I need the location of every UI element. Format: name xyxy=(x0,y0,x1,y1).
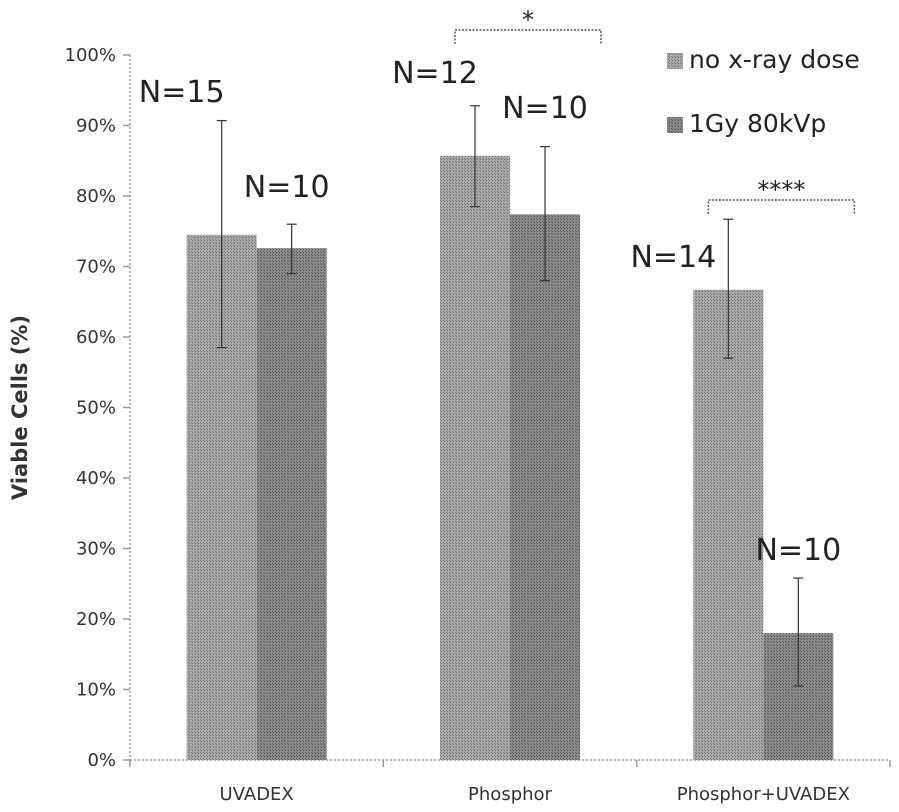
n-label: N=10 xyxy=(502,91,588,126)
bar-1gy-0 xyxy=(256,248,327,761)
n-label: N=15 xyxy=(139,75,225,110)
y-tick-label: 100% xyxy=(65,45,116,66)
x-category-label: Phosphor xyxy=(468,784,553,805)
n-label: N=12 xyxy=(392,56,478,91)
significance-label: * xyxy=(522,6,534,34)
y-tick-label: 60% xyxy=(76,327,116,348)
bar-no-xray-1 xyxy=(440,155,510,760)
x-category-label: UVADEX xyxy=(220,784,294,805)
n-label: N=14 xyxy=(630,240,716,275)
bar-no-xray-2 xyxy=(693,289,764,760)
y-tick-label: 40% xyxy=(76,468,116,489)
n-label: N=10 xyxy=(755,533,841,568)
significance-bracket xyxy=(454,29,602,44)
y-tick-label: 70% xyxy=(76,257,116,278)
y-tick-label: 50% xyxy=(76,398,116,419)
legend-label: 1Gy 80kVp xyxy=(689,109,826,138)
y-tick-label: 10% xyxy=(76,680,116,701)
y-tick-label: 80% xyxy=(76,186,116,207)
x-category-label: Phosphor+UVADEX xyxy=(677,784,850,805)
y-tick-label: 30% xyxy=(76,539,116,560)
legend-swatch xyxy=(667,117,683,133)
y-tick-label: 90% xyxy=(76,116,116,137)
y-tick-label: 0% xyxy=(87,750,116,771)
n-label: N=10 xyxy=(244,170,330,205)
significance-bracket xyxy=(707,199,856,214)
y-tick-label: 20% xyxy=(76,609,116,630)
bar-1gy-1 xyxy=(510,214,580,760)
legend-swatch xyxy=(667,53,683,69)
y-axis-label: Viable Cells (%) xyxy=(8,315,32,500)
significance-label: **** xyxy=(757,176,805,204)
legend-label: no x-ray dose xyxy=(689,45,860,74)
